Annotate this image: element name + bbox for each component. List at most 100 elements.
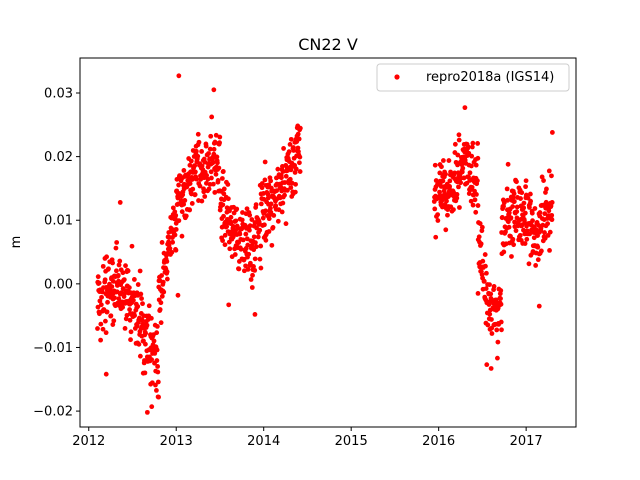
y-axis-ticks: −0.02 −0.01 0.00 0.01 0.02 0.03 (33, 86, 80, 420)
data-point (142, 370, 148, 376)
data-point (262, 177, 268, 183)
data-point (110, 260, 115, 266)
data-point (268, 205, 273, 211)
data-point (105, 299, 110, 305)
data-point (214, 154, 220, 160)
data-point (206, 186, 212, 192)
data-point (244, 236, 250, 242)
data-point (446, 158, 452, 163)
data-point (199, 198, 205, 204)
x-tick-label: 2017 (510, 434, 543, 449)
data-point (125, 268, 131, 274)
data-point (266, 216, 272, 222)
data-point (117, 258, 123, 264)
data-point (99, 294, 104, 300)
data-point (518, 217, 524, 222)
data-point (213, 171, 219, 177)
data-point (292, 162, 298, 168)
data-point (135, 304, 141, 309)
data-point (297, 160, 302, 166)
data-point (164, 276, 170, 282)
data-point (155, 364, 161, 369)
data-point (183, 213, 189, 219)
data-point (123, 263, 128, 269)
data-point (157, 307, 163, 312)
data-point (98, 321, 104, 327)
data-point (503, 229, 508, 235)
data-point (521, 227, 526, 233)
data-point (114, 268, 119, 274)
data-point (170, 205, 176, 211)
data-point (116, 296, 122, 302)
y-tick-label: 0.02 (44, 150, 73, 165)
data-point (510, 236, 516, 242)
data-point (513, 228, 519, 234)
data-point (439, 164, 444, 170)
data-point (243, 231, 249, 237)
data-point (491, 284, 497, 289)
data-point (539, 174, 545, 180)
data-point (258, 265, 264, 271)
data-point (505, 161, 511, 167)
data-point (469, 153, 475, 159)
data-point (252, 256, 258, 262)
data-point (282, 192, 287, 198)
data-point (233, 218, 239, 224)
data-point (159, 273, 165, 278)
data-point (197, 183, 203, 189)
data-point (172, 209, 178, 215)
data-point (117, 200, 123, 205)
data-point (149, 404, 155, 410)
data-point (129, 243, 135, 249)
data-point (435, 218, 441, 223)
data-point (287, 176, 293, 182)
data-point (529, 210, 535, 216)
data-point (95, 304, 101, 310)
data-point (255, 234, 261, 240)
data-point (135, 282, 141, 287)
data-point (103, 318, 108, 324)
data-point (510, 195, 516, 200)
data-point (487, 311, 493, 317)
data-point (537, 210, 543, 215)
data-point (236, 266, 242, 272)
data-point (288, 136, 294, 142)
data-point (204, 173, 210, 178)
data-point (495, 355, 500, 361)
data-point (224, 224, 230, 229)
data-point (252, 267, 258, 273)
data-point (187, 181, 193, 186)
data-point (526, 261, 532, 267)
data-point (269, 242, 275, 248)
data-point (202, 194, 208, 199)
data-point (102, 277, 108, 283)
data-point (257, 227, 263, 233)
data-point (535, 257, 541, 263)
data-point (99, 289, 105, 295)
data-point (501, 249, 507, 255)
data-point (181, 201, 187, 207)
data-point (549, 217, 555, 223)
data-point (196, 139, 202, 145)
data-point (454, 191, 460, 197)
data-point (517, 232, 523, 238)
legend: repro2018a (IGS14) (376, 63, 570, 92)
data-point (243, 263, 248, 269)
data-point (488, 295, 494, 301)
data-point (483, 286, 489, 292)
data-point (154, 358, 160, 363)
data-point (443, 171, 448, 177)
data-point (95, 326, 100, 331)
data-point (506, 210, 512, 216)
data-point (113, 245, 119, 251)
data-point (98, 302, 104, 308)
data-point (437, 170, 443, 176)
data-point (100, 326, 106, 332)
data-point (462, 105, 468, 111)
data-point (245, 266, 251, 272)
data-point (495, 339, 501, 345)
data-point (461, 175, 467, 181)
data-point (108, 313, 114, 319)
data-point (210, 159, 216, 165)
data-point (268, 178, 274, 184)
